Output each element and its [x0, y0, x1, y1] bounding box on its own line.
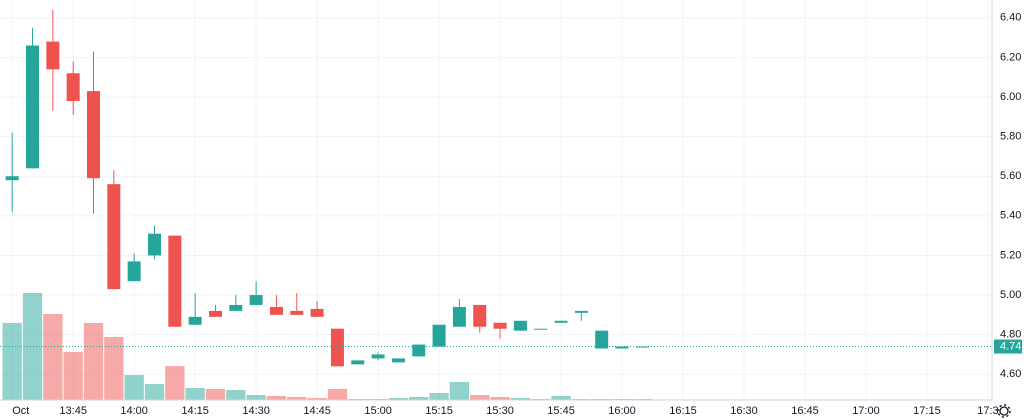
volume-bar [470, 395, 490, 400]
candle-body [330, 328, 344, 367]
candle-body [290, 310, 304, 315]
y-tick-label: 5.60 [1000, 170, 1021, 182]
candle-body [127, 261, 141, 282]
volume-bar [104, 337, 124, 400]
candle-body [168, 235, 182, 327]
candle-body [371, 354, 385, 359]
candle-body [493, 322, 507, 329]
settings-icon[interactable] [997, 404, 1011, 418]
candle-body [66, 73, 80, 101]
volume-layer [2, 293, 653, 400]
candle-body [432, 324, 446, 347]
candle-body [147, 233, 161, 256]
volume-bar [307, 398, 327, 400]
volume-bar [327, 389, 348, 400]
candle-body [351, 360, 365, 365]
candle-body [615, 346, 629, 349]
candle-layer [5, 9, 649, 367]
candle-body [188, 316, 202, 325]
x-tick-label: 14:00 [120, 405, 148, 417]
x-tick-label: 17:00 [852, 405, 880, 417]
volume-bar [124, 375, 144, 400]
volume-bar [490, 397, 510, 400]
candle-body [310, 308, 324, 317]
x-tick-label: 17:3 [977, 405, 998, 417]
x-tick-label: 16:45 [791, 405, 819, 417]
x-tick-label: 16:00 [608, 405, 636, 417]
last-price-label: 4.74 [1000, 340, 1021, 352]
volume-bar [43, 314, 63, 400]
volume-bar [22, 293, 43, 400]
candle-body [5, 176, 19, 181]
volume-bar [246, 395, 266, 400]
candle-body [208, 310, 222, 317]
y-tick-label: 5.00 [1000, 289, 1021, 301]
candle-body [107, 184, 121, 290]
volume-bar [205, 389, 226, 400]
candle-body [391, 358, 405, 363]
candle-body [452, 306, 466, 327]
x-tick-label: 14:15 [181, 405, 209, 417]
last-price-box [994, 339, 1022, 354]
y-tick-label: 4.60 [1000, 368, 1021, 380]
candle-body [249, 295, 263, 305]
x-tick-label: 14:30 [242, 405, 270, 417]
x-tick-label: Oct [12, 405, 29, 417]
candle-body [574, 310, 588, 313]
y-tick-label: 6.00 [1000, 91, 1021, 103]
candle-body [534, 328, 548, 330]
x-tick-label: 16:15 [669, 405, 697, 417]
volume-bar [63, 352, 83, 400]
x-tick-label: 16:30 [730, 405, 758, 417]
candle-body [412, 344, 426, 357]
x-tick-label: 15:45 [547, 405, 575, 417]
volume-bar [83, 323, 104, 400]
candle-body [229, 304, 243, 311]
volume-bar [388, 398, 409, 400]
candle-body [46, 41, 60, 70]
volume-bar [429, 393, 449, 400]
candle-body [473, 304, 487, 327]
x-tick-label: 15:00 [364, 405, 392, 417]
volume-bar [226, 390, 246, 400]
volume-bar [2, 323, 22, 400]
volume-bar [287, 397, 307, 400]
x-tick-label: 17:15 [913, 405, 941, 417]
x-tick-label: 13:45 [59, 405, 87, 417]
y-tick-label: 5.20 [1000, 249, 1021, 261]
candle-body [269, 306, 283, 315]
volume-bar [165, 366, 185, 400]
x-tick-label: 14:45 [303, 405, 331, 417]
x-tick-label: 15:30 [486, 405, 514, 417]
axes: 4.60 4.80 5.00 5.20 5.40 5.60 5.80 6.00 6.20 6.40… [0, 12, 1022, 417]
y-tick-label: 5.40 [1000, 210, 1021, 222]
candle-body [595, 330, 609, 349]
y-tick-label: 6.40 [1000, 12, 1021, 24]
grid [0, 0, 992, 400]
candle-body [554, 320, 568, 323]
y-tick-label: 5.80 [1000, 131, 1021, 143]
volume-bar [409, 397, 429, 400]
candle-body [87, 91, 101, 179]
candle-body [26, 45, 40, 169]
y-tick-label: 6.20 [1000, 51, 1021, 63]
volume-bar [510, 398, 531, 400]
x-tick-label: 15:15 [425, 405, 453, 417]
candle-body [513, 320, 527, 331]
volume-bar [551, 396, 571, 400]
y-tick-label: 4.80 [1000, 329, 1021, 341]
volume-bar [185, 388, 205, 400]
volume-bar [449, 382, 470, 400]
volume-bar [144, 384, 165, 400]
volume-bar [266, 396, 287, 400]
